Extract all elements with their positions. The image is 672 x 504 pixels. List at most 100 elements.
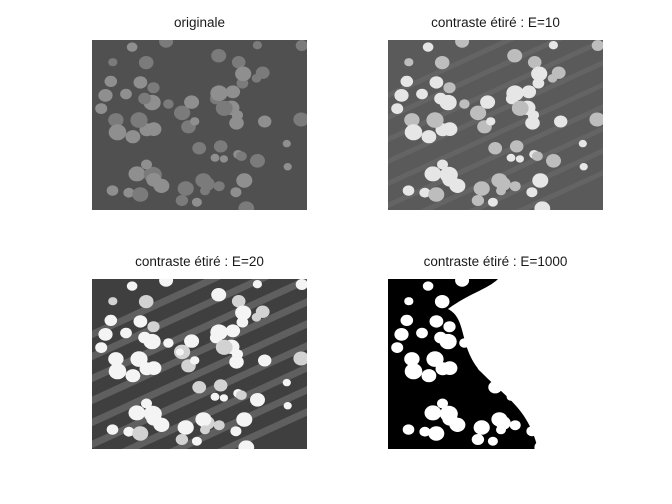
tissue-band (515, 170, 603, 210)
nucleus (507, 288, 523, 302)
nucleus (578, 139, 587, 148)
nucleus (192, 142, 207, 155)
nucleus (175, 195, 189, 206)
nucleus (295, 279, 307, 290)
nucleus (443, 321, 456, 333)
nucleus (455, 279, 470, 287)
nucleus (548, 280, 558, 289)
nucleus (130, 351, 148, 367)
nucleus (104, 314, 118, 326)
nucleus (579, 163, 588, 171)
nucleus (250, 393, 265, 407)
nucleus (394, 328, 409, 341)
nucleus (190, 356, 200, 365)
nucleus (589, 112, 603, 127)
nucleus (138, 92, 151, 105)
nucleus (554, 354, 568, 367)
nucleus (506, 153, 516, 162)
nucleus (236, 173, 253, 188)
nucleus (175, 348, 184, 356)
nucleus (442, 122, 458, 136)
nucleus (486, 117, 496, 126)
nucleus (443, 82, 456, 94)
nucleus (184, 334, 200, 348)
nucleus (184, 95, 200, 109)
nucleus (532, 173, 549, 188)
nucleus (422, 42, 434, 52)
nucleus (404, 124, 423, 141)
nucleus (509, 379, 524, 392)
panel-e20: contraste étiré : E=20 (92, 254, 307, 449)
nucleus (506, 324, 524, 340)
nucleus (213, 420, 225, 431)
tissue-band (217, 408, 307, 449)
nucleus (98, 328, 113, 341)
nucleus (219, 155, 228, 163)
nucleus (213, 379, 228, 392)
cell-image-originale (92, 40, 307, 210)
nucleus (236, 151, 247, 161)
nucleus (229, 116, 244, 130)
nucleus (163, 338, 174, 348)
nucleus (554, 115, 568, 128)
nucleus (531, 66, 548, 82)
nucleus (98, 89, 113, 102)
nucleus (434, 56, 450, 70)
nucleus (128, 405, 146, 421)
nucleus (506, 85, 524, 101)
nucleus (546, 393, 561, 407)
nucleus (130, 112, 148, 128)
nucleus (133, 76, 148, 89)
nucleus (229, 355, 244, 369)
tissue-band (92, 342, 307, 449)
nucleus (459, 99, 470, 109)
nucleus (215, 339, 233, 355)
nucleus (455, 40, 470, 48)
nucleus (509, 181, 521, 192)
nucleus (95, 103, 108, 114)
nucleus (190, 117, 200, 126)
nucleus (511, 339, 529, 355)
nucleus (511, 100, 529, 116)
nucleus (236, 390, 247, 400)
nucleus (591, 40, 603, 51)
nucleus (225, 85, 241, 99)
nucleus (153, 178, 170, 193)
tissue-band (388, 104, 603, 209)
nucleus (402, 424, 415, 435)
nucleus (589, 351, 603, 366)
nucleus (526, 426, 538, 437)
nucleus (108, 352, 124, 366)
nucleus (532, 412, 549, 427)
nucleus (424, 405, 442, 421)
nucleus (434, 92, 447, 105)
nucleus (391, 103, 404, 114)
nucleus (231, 56, 246, 69)
nucleus (434, 331, 447, 344)
nucleus (480, 95, 496, 109)
nucleus (251, 313, 262, 322)
nucleus (506, 392, 516, 401)
panel-e1000: contraste étiré : E=1000 (388, 254, 603, 449)
nucleus (159, 40, 174, 48)
nucleus (509, 420, 521, 431)
nucleus (428, 426, 445, 441)
nucleus (251, 74, 262, 83)
nucleus (391, 342, 404, 353)
nucleus (282, 139, 291, 148)
tissue-band (92, 320, 307, 427)
tissue-band (388, 40, 515, 99)
panel-title: contraste étiré : E=20 (135, 254, 264, 269)
nucleus (231, 295, 246, 308)
nucleus (283, 402, 292, 410)
nucleus (125, 369, 141, 383)
nucleus (106, 424, 119, 435)
nucleus (400, 314, 414, 326)
tissue-band (467, 148, 603, 210)
nucleus (424, 166, 442, 182)
nucleus (108, 58, 118, 67)
nucleus (141, 159, 152, 170)
nucleus (211, 288, 227, 302)
nucleus (210, 153, 220, 162)
nucleus (473, 420, 490, 435)
